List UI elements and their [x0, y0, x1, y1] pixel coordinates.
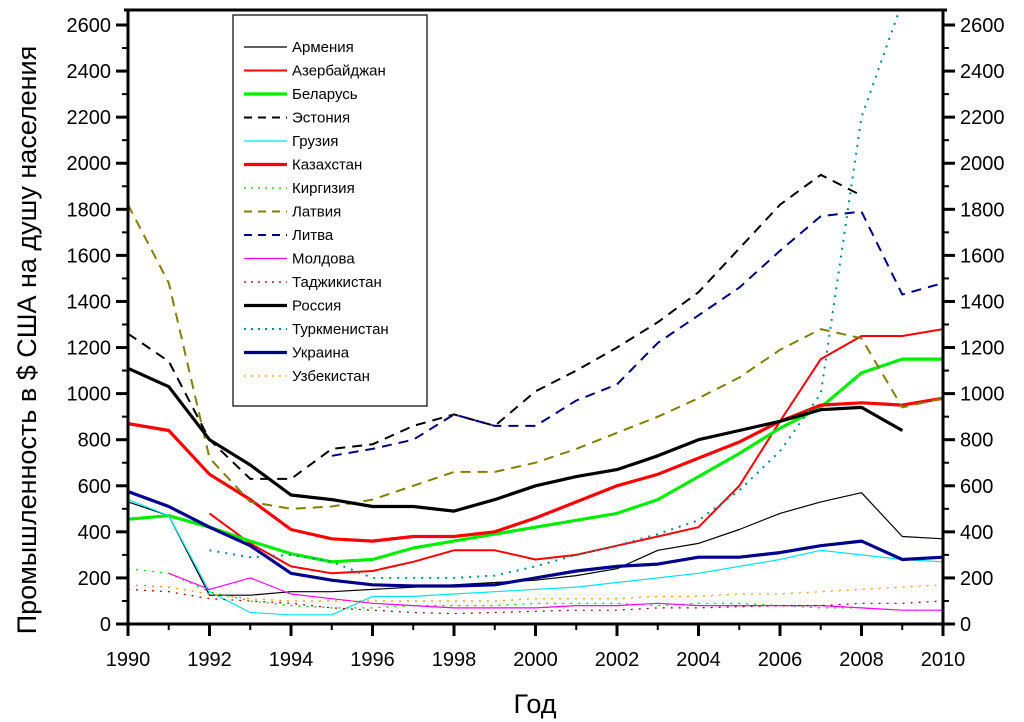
series-line-14 [128, 584, 943, 602]
x-tick-label: 2004 [676, 649, 721, 671]
y-tick-label-right: 1000 [960, 384, 1005, 406]
legend-label-6: Киргизия [292, 180, 355, 197]
y-tick-label-left: 2600 [67, 15, 112, 37]
y-tick-label-left: 800 [78, 430, 111, 452]
legend-label-5: Казахстан [292, 157, 362, 174]
y-tick-label-right: 2000 [960, 153, 1005, 175]
y-tick-label-left: 2400 [67, 61, 112, 83]
legend-label-4: Грузия [292, 133, 338, 150]
series-line-11 [128, 366, 904, 513]
series-line-8 [331, 210, 943, 457]
y-tick-label-right: 200 [960, 568, 993, 590]
y-tick-label-left: 1600 [67, 245, 112, 267]
y-tick-label-left: 200 [78, 568, 111, 590]
series-line-12 [209, 10, 901, 579]
y-tick-label-right: 0 [960, 614, 971, 636]
x-axis-title: Год [514, 689, 557, 719]
series-line-10 [128, 588, 943, 615]
legend-label-9: Молдова [292, 251, 355, 268]
y-tick-label-right: 1200 [960, 338, 1005, 360]
y-tick-label-left: 600 [78, 476, 111, 498]
y-tick-label-right: 1600 [960, 245, 1005, 267]
y-tick-label-right: 400 [960, 522, 993, 544]
x-tick-label: 1998 [432, 649, 477, 671]
legend-label-13: Украина [292, 345, 350, 362]
series-line-9 [168, 572, 943, 611]
legend-label-12: Туркменистан [292, 321, 389, 338]
y-tick-label-right: 1800 [960, 199, 1005, 221]
legend-label-7: Латвия [292, 204, 341, 221]
y-tick-label-left: 1400 [67, 291, 112, 313]
x-tick-label: 2010 [921, 649, 966, 671]
y-tick-label-left: 400 [78, 522, 111, 544]
y-tick-label-left: 1800 [67, 199, 112, 221]
x-tick-label: 2002 [595, 649, 640, 671]
y-tick-label-left: 1200 [67, 338, 112, 360]
y-tick-label-right: 600 [960, 476, 993, 498]
legend-label-3: Эстония [292, 110, 350, 127]
series-layer [128, 10, 943, 616]
series-line-5 [128, 396, 943, 543]
legend-label-14: Узбекистан [292, 368, 370, 385]
x-tick-label: 1990 [106, 649, 151, 671]
y-tick-label-right: 2600 [960, 15, 1005, 37]
ticks-layer: 0 0 200 200 400 400 600 600 800 800 1000 1000 1200 12… [67, 15, 1005, 671]
x-tick-label: 2000 [513, 649, 558, 671]
x-tick-label: 1992 [187, 649, 232, 671]
series-line-13 [128, 489, 943, 588]
legend-label-2: Беларусь [292, 86, 358, 103]
y-tick-label-right: 1400 [960, 291, 1005, 313]
legend: Армения Азербайджан Беларусь Эстония Грузия К… [232, 14, 428, 407]
legend-label-10: Таджикистан [292, 274, 382, 291]
legend-label-1: Азербайджан [292, 63, 386, 80]
x-tick-label: 1996 [350, 649, 395, 671]
x-tick-label: 2008 [839, 649, 884, 671]
y-tick-label-right: 2200 [960, 107, 1005, 129]
y-tick-label-left: 1000 [67, 384, 112, 406]
legend-label-8: Литва [292, 227, 334, 244]
y-tick-label-left: 0 [100, 614, 111, 636]
y-tick-label-left: 2000 [67, 153, 112, 175]
series-line-1 [208, 328, 943, 575]
x-tick-label: 1994 [269, 649, 314, 671]
legend-label-11: Россия [292, 298, 341, 315]
y-tick-label-right: 2400 [960, 61, 1005, 83]
series-line-4 [128, 499, 943, 616]
series-line-3 [128, 173, 862, 480]
y-tick-label-right: 800 [960, 430, 993, 452]
y-axis-title: Промышленность в $ США на душу населения [12, 46, 42, 635]
series-line-7 [128, 204, 943, 510]
x-tick-label: 2006 [758, 649, 803, 671]
y-tick-label-left: 2200 [67, 107, 112, 129]
legend-label-0: Армения [292, 39, 354, 56]
series-line-0 [128, 492, 943, 596]
